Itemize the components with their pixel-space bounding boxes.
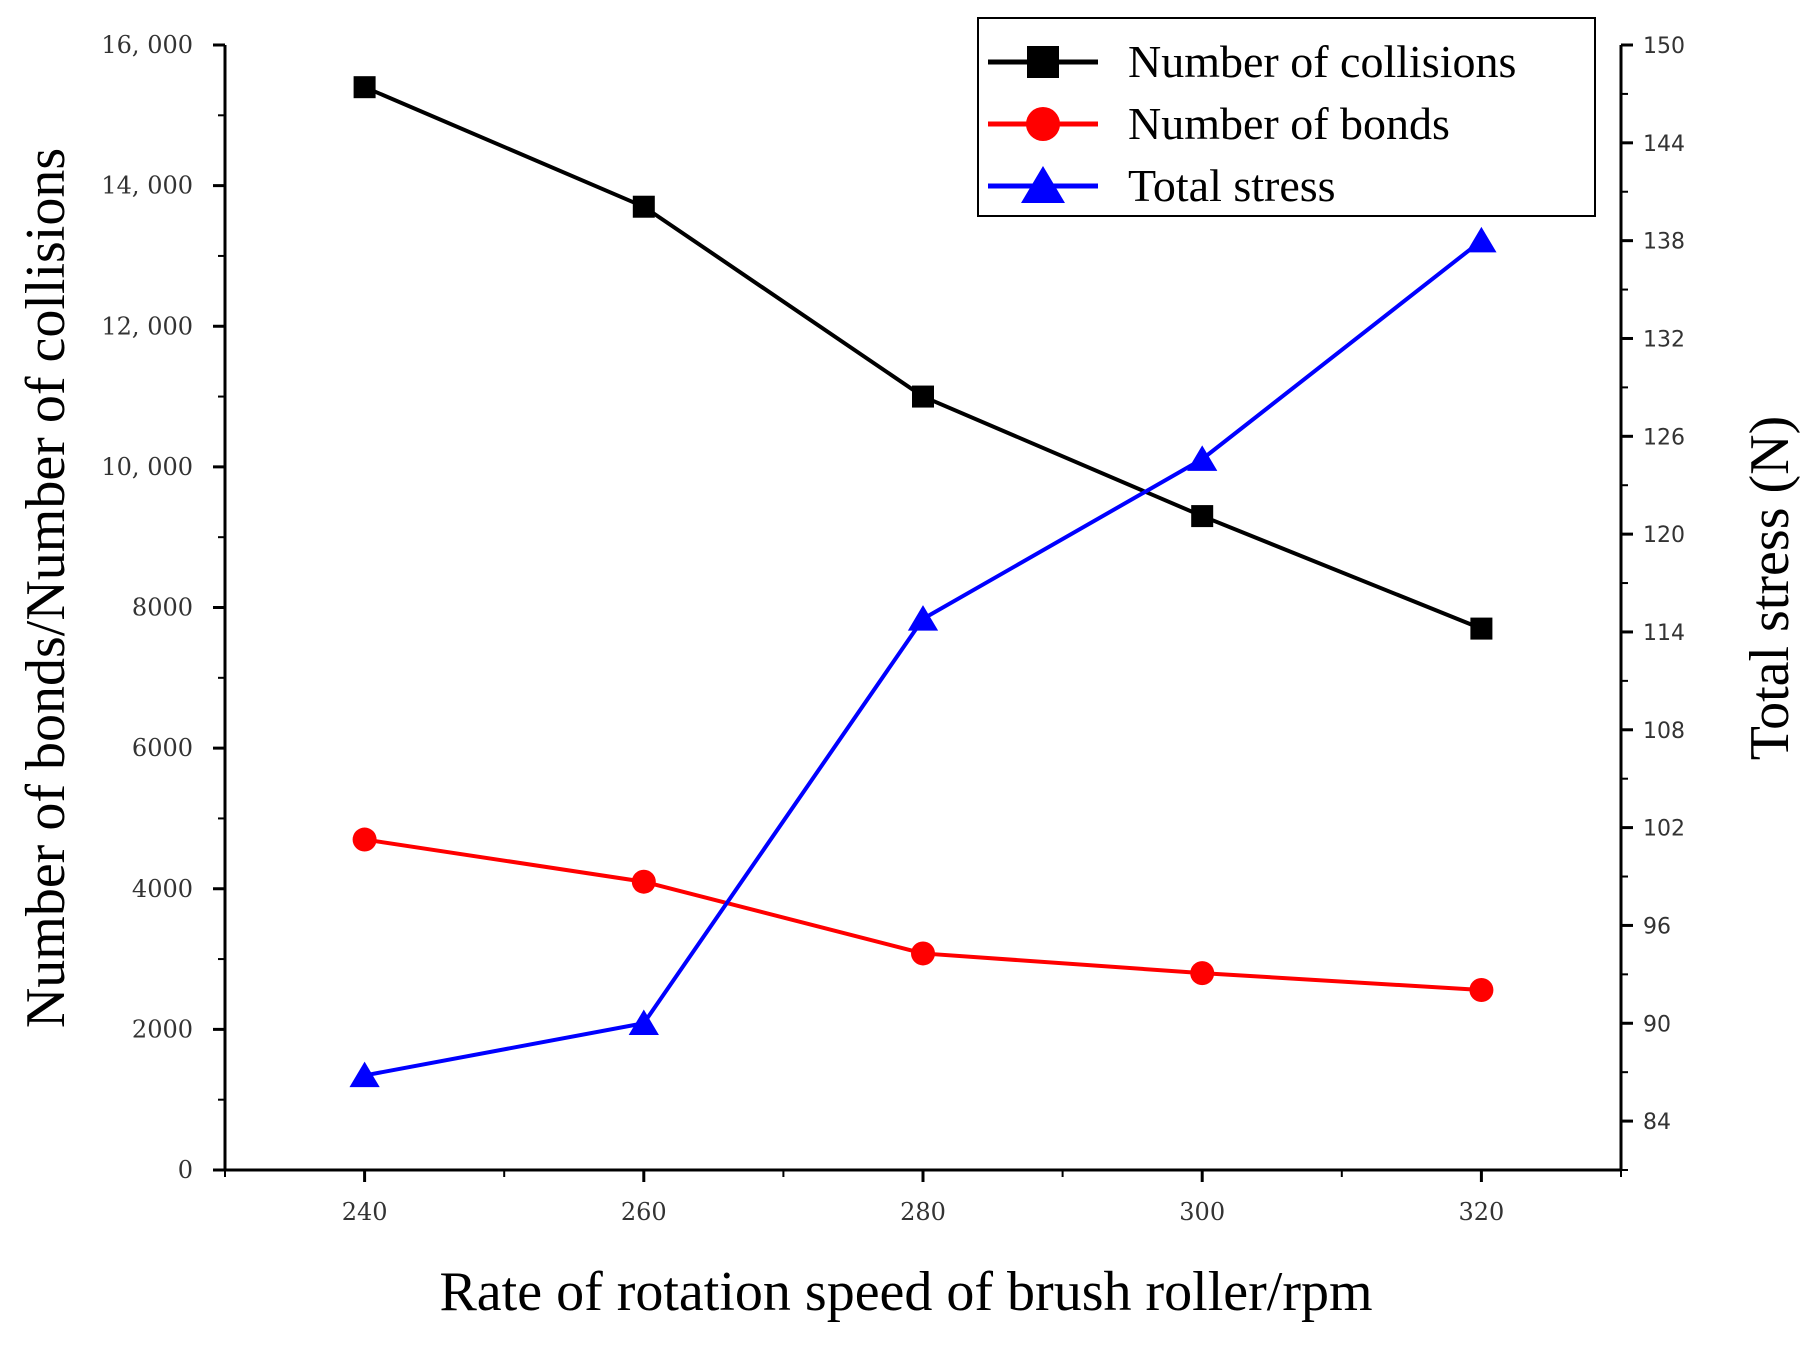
left-y-tick-label: 2000	[132, 1015, 193, 1043]
legend-marker-number-of-bonds	[1026, 107, 1060, 141]
left-y-tick-label: 0	[178, 1156, 193, 1184]
left-y-tick-label: 14, 000	[101, 172, 193, 200]
left-y-axis-title: Number of bonds/Number of collisions	[15, 148, 77, 1028]
right-y-tick-label: 96	[1643, 914, 1671, 939]
right-y-tick-label: 144	[1643, 132, 1685, 157]
data-point-number-of-bonds	[352, 827, 377, 852]
legend: Number of collisions Number of bonds Total…	[977, 17, 1596, 217]
legend-box	[977, 17, 1596, 217]
data-point-total-stress	[907, 605, 939, 631]
right-y-tick-label: 150	[1643, 34, 1685, 59]
data-point-number-of-bonds	[631, 869, 656, 894]
legend-label-number-of-collisions: Number of collisions	[1128, 36, 1516, 87]
data-point-total-stress	[628, 1009, 659, 1035]
legend-marker-number-of-collisions	[1027, 46, 1059, 78]
right-y-tick-label: 120	[1643, 523, 1685, 548]
data-point-number-of-bonds	[1190, 961, 1215, 986]
legend-label-total-stress: Total stress	[1128, 160, 1336, 211]
data-point-number-of-collisions	[1191, 505, 1214, 528]
data-point-number-of-collisions	[912, 385, 934, 408]
legend-marker-total-stress	[1021, 166, 1065, 203]
axes-layer: 0 2000 4000 6000 8000 10, 000 12, 000 14, 000 16…	[101, 31, 1685, 1226]
legend-label-number-of-bonds: Number of bonds	[1128, 98, 1450, 149]
right-y-tick-label: 102	[1643, 817, 1685, 842]
right-y-tick-label: 90	[1643, 1012, 1671, 1037]
right-y-tick-label: 138	[1643, 230, 1685, 255]
left-y-tick-label: 8000	[132, 594, 193, 622]
data-point-number-of-collisions	[632, 195, 655, 218]
right-y-tick-label: 84	[1643, 1110, 1671, 1135]
left-y-tick-label: 4000	[132, 875, 193, 903]
data-point-total-stress	[1466, 226, 1497, 253]
left-y-tick-label: 10, 000	[101, 453, 193, 481]
x-tick-label: 300	[1179, 1198, 1225, 1226]
x-axis-title: Rate of rotation speed of brush roller/r…	[439, 1261, 1372, 1323]
right-y-tick-label: 108	[1643, 719, 1685, 744]
x-tick-label: 280	[900, 1198, 946, 1226]
data-point-number-of-bonds	[911, 941, 935, 966]
data-point-number-of-collisions	[1470, 617, 1493, 640]
x-tick-label: 240	[342, 1198, 388, 1226]
data-point-number-of-collisions	[353, 76, 376, 99]
left-y-tick-label: 12, 000	[101, 312, 193, 340]
left-y-tick-label: 6000	[132, 734, 193, 762]
right-y-tick-label: 132	[1643, 327, 1685, 352]
left-y-tick-label: 16, 000	[101, 31, 193, 59]
x-tick-label: 320	[1458, 1198, 1504, 1226]
data-point-total-stress	[349, 1061, 380, 1088]
x-tick-label: 260	[621, 1198, 667, 1226]
data-point-number-of-bonds	[1469, 978, 1494, 1002]
right-y-tick-label: 114	[1643, 621, 1685, 646]
series-layer	[349, 76, 1497, 1088]
right-y-tick-label: 126	[1643, 425, 1685, 450]
data-point-total-stress	[1187, 445, 1218, 471]
right-y-axis-title: Total stress (N)	[1739, 416, 1801, 760]
